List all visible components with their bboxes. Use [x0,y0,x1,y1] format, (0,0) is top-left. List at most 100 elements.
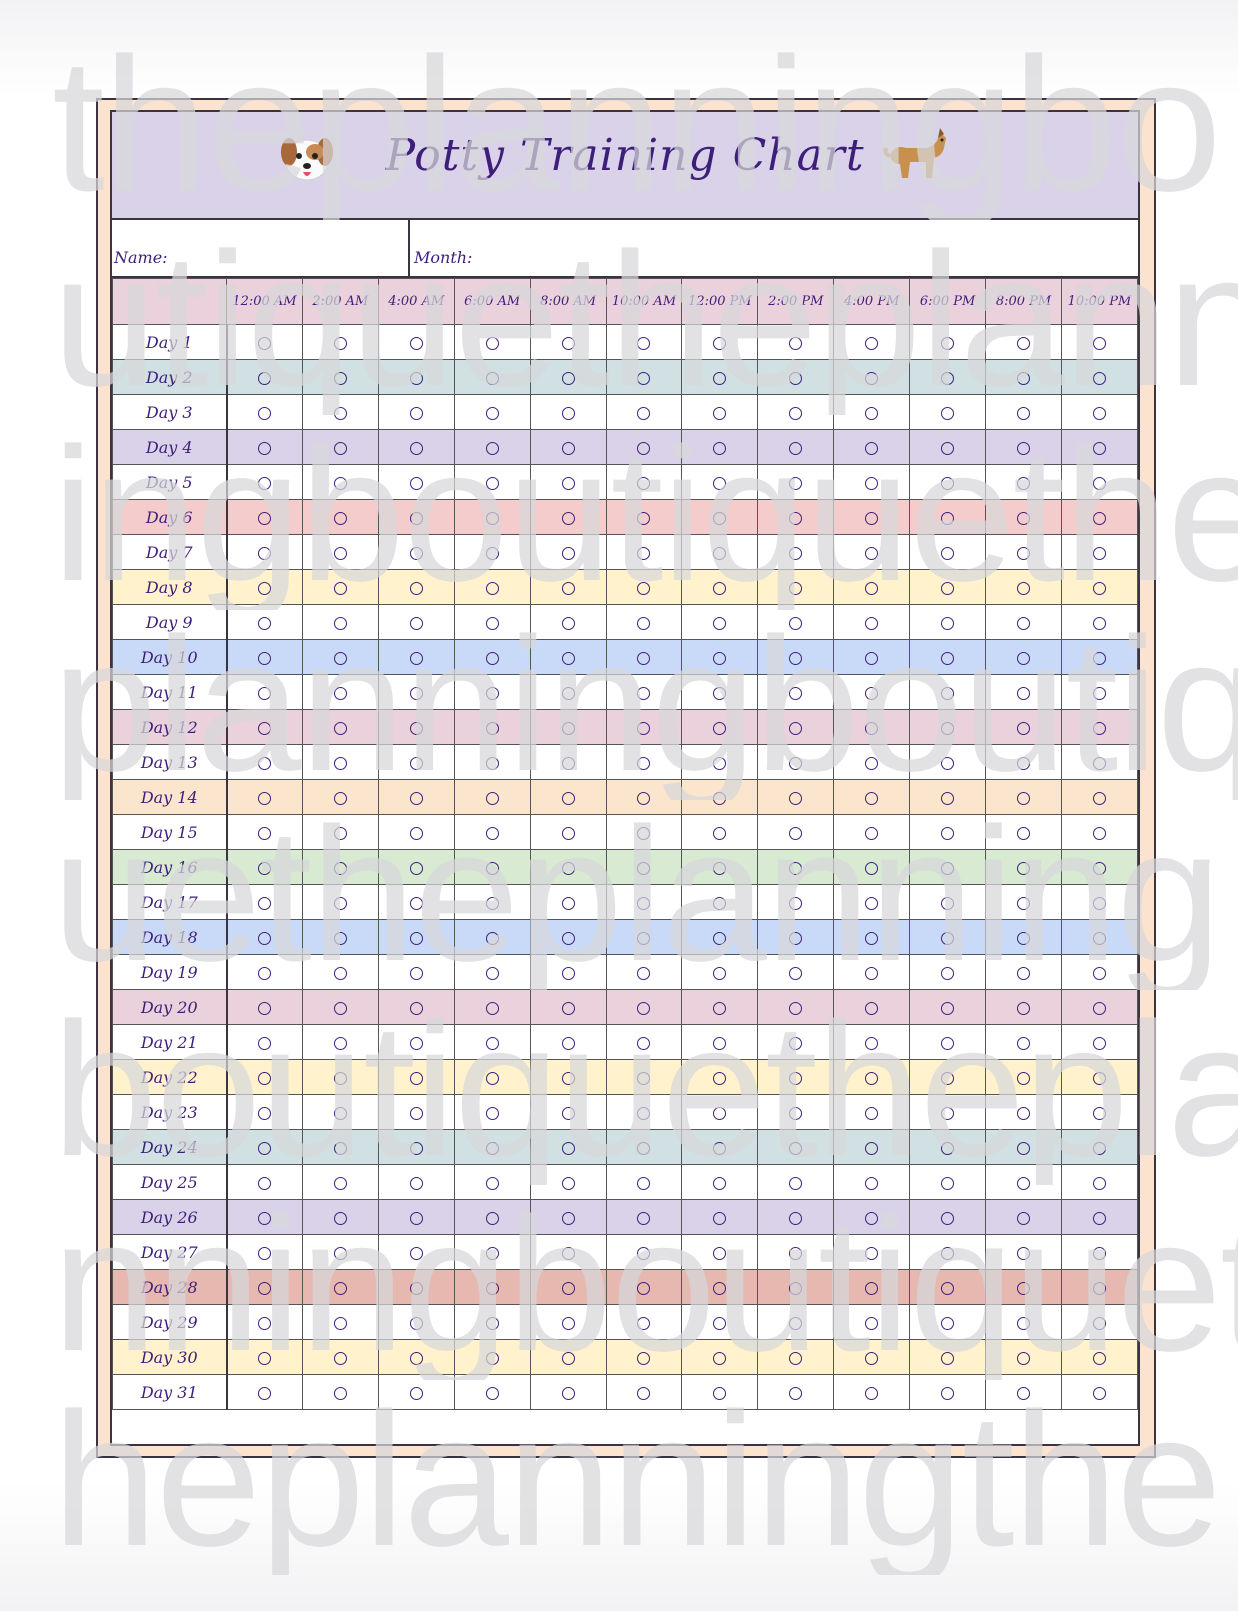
checkbox-cell[interactable] [833,884,911,920]
checkbox-cell[interactable] [301,674,379,710]
circle-checkbox-icon[interactable] [561,1001,575,1015]
checkbox-cell[interactable] [757,1269,835,1305]
checkbox-cell[interactable] [529,464,607,500]
circle-checkbox-icon[interactable] [941,1036,955,1050]
circle-checkbox-icon[interactable] [865,791,879,805]
checkbox-cell[interactable] [226,534,303,570]
checkbox-cell[interactable] [301,394,379,430]
checkbox-cell[interactable] [681,359,759,395]
checkbox-cell[interactable] [453,674,531,710]
circle-checkbox-icon[interactable] [333,931,347,945]
checkbox-cell[interactable] [453,709,531,745]
circle-checkbox-icon[interactable] [485,441,499,455]
circle-checkbox-icon[interactable] [258,1211,272,1225]
circle-checkbox-icon[interactable] [333,511,347,525]
checkbox-cell[interactable] [377,359,455,395]
checkbox-cell[interactable] [226,709,303,745]
circle-checkbox-icon[interactable] [637,336,651,350]
circle-checkbox-icon[interactable] [409,1036,423,1050]
checkbox-cell[interactable] [301,1164,379,1200]
circle-checkbox-icon[interactable] [713,581,727,595]
checkbox-cell[interactable] [226,1304,303,1340]
circle-checkbox-icon[interactable] [637,686,651,700]
checkbox-cell[interactable] [833,569,911,605]
checkbox-cell[interactable] [301,1339,379,1375]
circle-checkbox-icon[interactable] [713,686,727,700]
checkbox-cell[interactable] [833,1059,911,1095]
checkbox-cell[interactable] [1060,359,1139,395]
checkbox-cell[interactable] [681,1269,759,1305]
checkbox-cell[interactable] [301,989,379,1025]
checkbox-cell[interactable] [985,884,1062,920]
circle-checkbox-icon[interactable] [789,406,803,420]
circle-checkbox-icon[interactable] [561,1176,575,1190]
checkbox-cell[interactable] [757,429,835,465]
checkbox-cell[interactable] [757,1024,835,1060]
circle-checkbox-icon[interactable] [713,1386,727,1400]
circle-checkbox-icon[interactable] [1092,1036,1106,1050]
checkbox-cell[interactable] [833,534,911,570]
circle-checkbox-icon[interactable] [713,1351,727,1365]
circle-checkbox-icon[interactable] [485,721,499,735]
circle-checkbox-icon[interactable] [637,1246,651,1260]
checkbox-cell[interactable] [529,1199,607,1235]
circle-checkbox-icon[interactable] [637,546,651,560]
checkbox-cell[interactable] [909,1339,987,1375]
circle-checkbox-icon[interactable] [485,1176,499,1190]
checkbox-cell[interactable] [226,429,303,465]
checkbox-cell[interactable] [453,744,531,780]
circle-checkbox-icon[interactable] [865,616,879,630]
circle-checkbox-icon[interactable] [485,1141,499,1155]
checkbox-cell[interactable] [301,744,379,780]
circle-checkbox-icon[interactable] [789,861,803,875]
circle-checkbox-icon[interactable] [485,546,499,560]
circle-checkbox-icon[interactable] [1017,1351,1031,1365]
circle-checkbox-icon[interactable] [409,336,423,350]
checkbox-cell[interactable] [377,1129,455,1165]
circle-checkbox-icon[interactable] [941,791,955,805]
checkbox-cell[interactable] [757,779,835,815]
circle-checkbox-icon[interactable] [561,1281,575,1295]
circle-checkbox-icon[interactable] [485,686,499,700]
circle-checkbox-icon[interactable] [865,546,879,560]
checkbox-cell[interactable] [985,429,1062,465]
checkbox-cell[interactable] [226,1024,303,1060]
checkbox-cell[interactable] [226,499,303,535]
checkbox-cell[interactable] [833,989,911,1025]
checkbox-cell[interactable] [453,1374,531,1410]
circle-checkbox-icon[interactable] [258,371,272,385]
circle-checkbox-icon[interactable] [561,686,575,700]
checkbox-cell[interactable] [605,394,683,430]
checkbox-cell[interactable] [301,1199,379,1235]
checkbox-cell[interactable] [301,1094,379,1130]
checkbox-cell[interactable] [605,324,683,360]
checkbox-cell[interactable] [226,919,303,955]
checkbox-cell[interactable] [605,849,683,885]
circle-checkbox-icon[interactable] [561,1211,575,1225]
circle-checkbox-icon[interactable] [789,791,803,805]
checkbox-cell[interactable] [605,1234,683,1270]
circle-checkbox-icon[interactable] [485,791,499,805]
circle-checkbox-icon[interactable] [713,1176,727,1190]
circle-checkbox-icon[interactable] [561,1351,575,1365]
checkbox-cell[interactable] [301,1024,379,1060]
checkbox-cell[interactable] [985,1339,1062,1375]
checkbox-cell[interactable] [1060,1199,1139,1235]
circle-checkbox-icon[interactable] [713,966,727,980]
checkbox-cell[interactable] [226,1199,303,1235]
checkbox-cell[interactable] [301,779,379,815]
circle-checkbox-icon[interactable] [485,931,499,945]
checkbox-cell[interactable] [605,1374,683,1410]
circle-checkbox-icon[interactable] [1017,721,1031,735]
checkbox-cell[interactable] [529,1164,607,1200]
circle-checkbox-icon[interactable] [258,546,272,560]
circle-checkbox-icon[interactable] [713,546,727,560]
circle-checkbox-icon[interactable] [333,1211,347,1225]
circle-checkbox-icon[interactable] [333,616,347,630]
checkbox-cell[interactable] [453,1164,531,1200]
circle-checkbox-icon[interactable] [1017,896,1031,910]
checkbox-cell[interactable] [301,604,379,640]
checkbox-cell[interactable] [1060,324,1139,360]
checkbox-cell[interactable] [605,884,683,920]
circle-checkbox-icon[interactable] [1092,1211,1106,1225]
